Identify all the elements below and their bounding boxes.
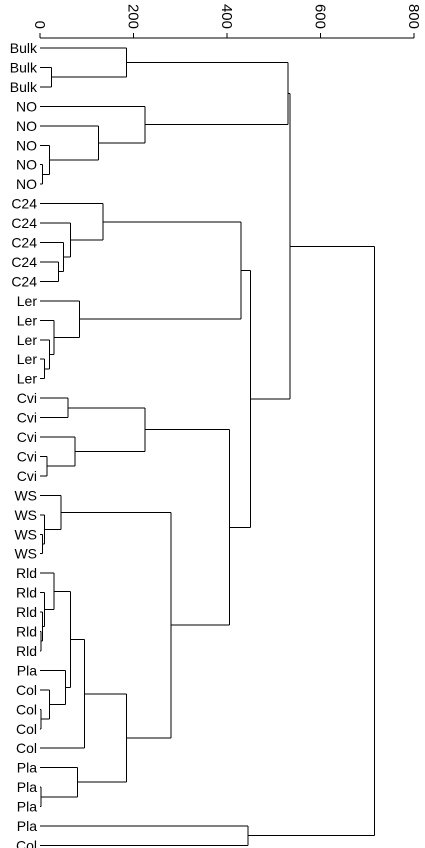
leaf-label: C24 <box>11 273 37 289</box>
tick-label: 800 <box>405 4 422 29</box>
leaf-label: WS <box>14 526 37 542</box>
leaf-label: Cvi <box>17 448 37 464</box>
leaf-label: Ler <box>17 332 38 348</box>
tick-label: 0 <box>31 21 48 29</box>
leaf-label: WS <box>14 487 37 503</box>
leaf-label: Rld <box>16 643 37 659</box>
leaf-label: NO <box>16 157 37 173</box>
leaf-label: Bulk <box>10 40 38 56</box>
leaf-label: NO <box>16 118 37 134</box>
tick-label: 600 <box>312 4 329 29</box>
leaf-label: WS <box>14 507 37 523</box>
leaf-label: Col <box>16 740 37 756</box>
leaf-label: NO <box>16 176 37 192</box>
leaf-label: Col <box>16 682 37 698</box>
leaf-label: Bulk <box>10 59 38 75</box>
leaf-label: Col <box>16 701 37 717</box>
leaf-label: Pla <box>17 779 37 795</box>
leaf-label: Rld <box>16 604 37 620</box>
leaf-label: Pla <box>17 799 37 815</box>
leaf-label: Ler <box>17 351 38 367</box>
leaf-label: C24 <box>11 235 37 251</box>
leaf-label: NO <box>16 98 37 114</box>
leaf-label: Ler <box>17 312 38 328</box>
leaf-label: Col <box>16 837 37 848</box>
leaf-label: Cvi <box>17 410 37 426</box>
tick-label: 200 <box>125 4 142 29</box>
leaf-label: Col <box>16 721 37 737</box>
leaf-label: NO <box>16 137 37 153</box>
leaf-label: Ler <box>17 371 38 387</box>
leaf-label: WS <box>14 546 37 562</box>
leaf-label: Pla <box>17 760 37 776</box>
leaf-label: Pla <box>17 818 37 834</box>
leaf-label: Cvi <box>17 429 37 445</box>
leaf-label: C24 <box>11 254 37 270</box>
leaf-label: Pla <box>17 662 37 678</box>
leaf-label: C24 <box>11 215 37 231</box>
leaf-label: C24 <box>11 196 37 212</box>
tick-label: 400 <box>218 4 235 29</box>
leaf-label: Rld <box>16 565 37 581</box>
leaf-label: Cvi <box>17 390 37 406</box>
leaf-label: Bulk <box>10 79 38 95</box>
leaf-label: Rld <box>16 624 37 640</box>
leaf-label: Cvi <box>17 468 37 484</box>
leaf-label: Ler <box>17 293 38 309</box>
leaf-label: Rld <box>16 585 37 601</box>
